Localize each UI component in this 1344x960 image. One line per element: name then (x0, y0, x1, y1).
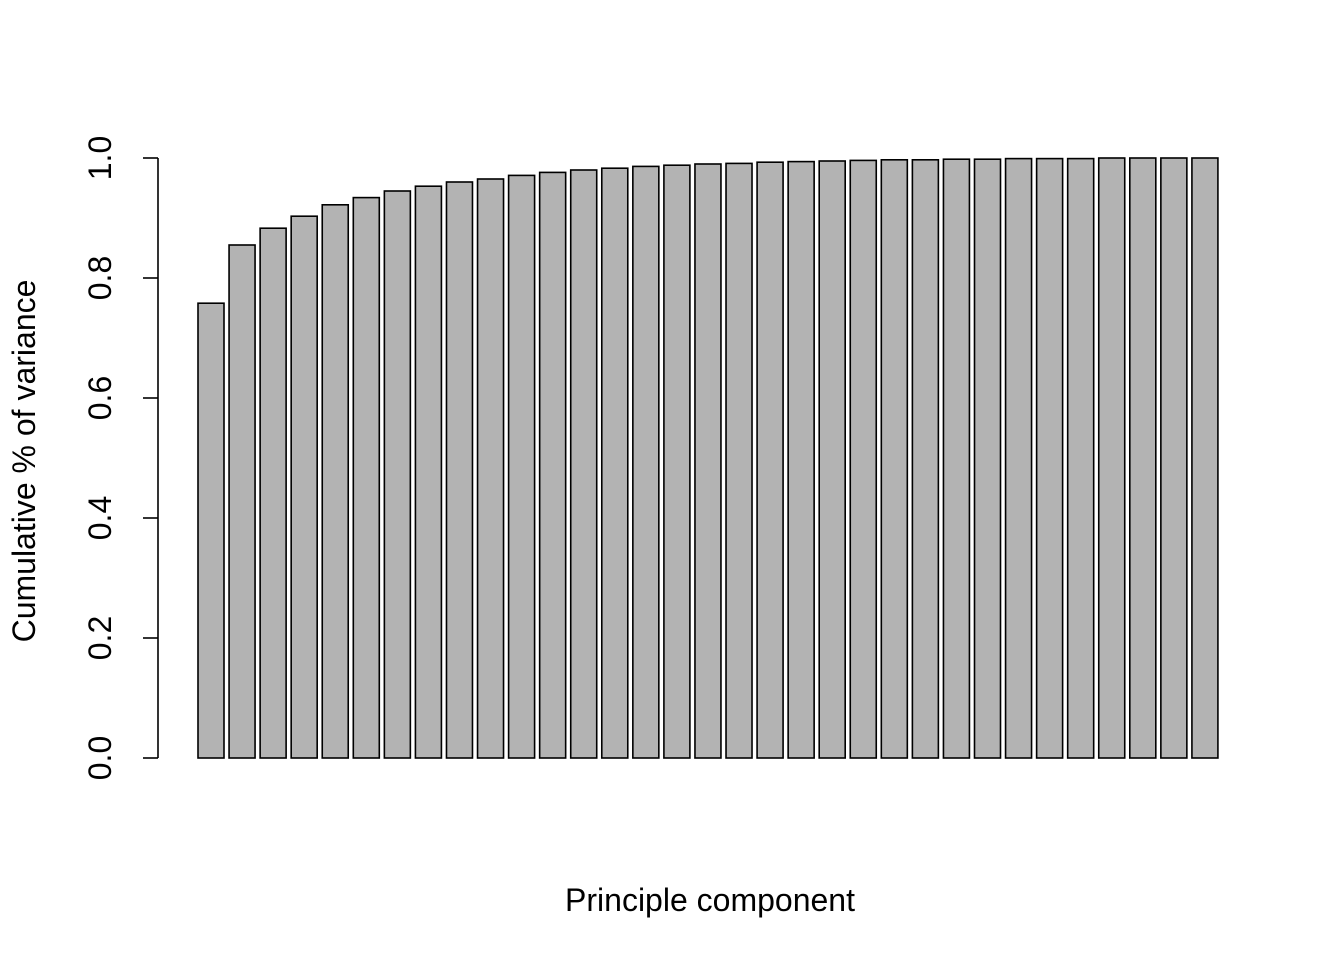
bar-pc-6 (352, 196, 381, 759)
y-tick-label: 1.0 (82, 136, 118, 180)
bar-pc-31 (1129, 157, 1157, 759)
y-tick-label: 0.0 (82, 736, 118, 780)
bar-pc-24 (911, 159, 940, 759)
bar-pc-20 (787, 160, 815, 759)
bar-pc-3 (259, 227, 287, 759)
y-ticks-group: 0.0 0.2 0.4 0.6 0.8 1.0 (82, 136, 158, 780)
bar-pc-27 (1004, 157, 1033, 759)
bar-pc-28 (1035, 157, 1064, 759)
y-tick-label: 0.4 (82, 496, 118, 540)
bar-pc-5 (321, 204, 350, 759)
bar-pc-4 (290, 215, 318, 759)
bar-pc-22 (849, 159, 878, 759)
bar-pc-25 (942, 158, 971, 759)
y-tick-label: 0.8 (82, 256, 118, 300)
bar-pc-10 (476, 178, 505, 759)
bar-pc-21 (818, 160, 847, 759)
bar-pc-29 (1066, 157, 1095, 759)
bar-pc-16 (663, 164, 691, 759)
bar-pc-12 (538, 171, 567, 759)
y-tick-label: 0.6 (82, 376, 118, 420)
x-axis-title: Principle component (565, 882, 855, 918)
bar-pc-19 (756, 161, 784, 759)
bar-pc-18 (725, 162, 753, 759)
bars-group (197, 157, 1219, 759)
bar-pc-7 (383, 190, 412, 759)
bar-pc-17 (694, 163, 722, 759)
bar-pc-9 (445, 181, 474, 759)
bar-pc-15 (632, 165, 660, 759)
bar-pc-11 (507, 174, 536, 759)
bar-pc-23 (880, 159, 909, 759)
bar-pc-8 (414, 185, 443, 759)
bar-pc-14 (600, 167, 629, 759)
bar-pc-13 (569, 169, 598, 759)
bar-pc-26 (973, 158, 1002, 759)
y-axis: 0.0 0.2 0.4 0.6 0.8 1.0 (82, 136, 159, 780)
bar-pc-33 (1191, 157, 1219, 759)
bar-pc-1 (197, 302, 225, 759)
bar-pc-2 (228, 244, 256, 759)
bar-pc-30 (1097, 157, 1126, 759)
y-tick-label: 0.2 (82, 616, 118, 660)
bar-pc-32 (1160, 157, 1188, 759)
y-axis-title: Cumulative % of variance (6, 280, 42, 643)
